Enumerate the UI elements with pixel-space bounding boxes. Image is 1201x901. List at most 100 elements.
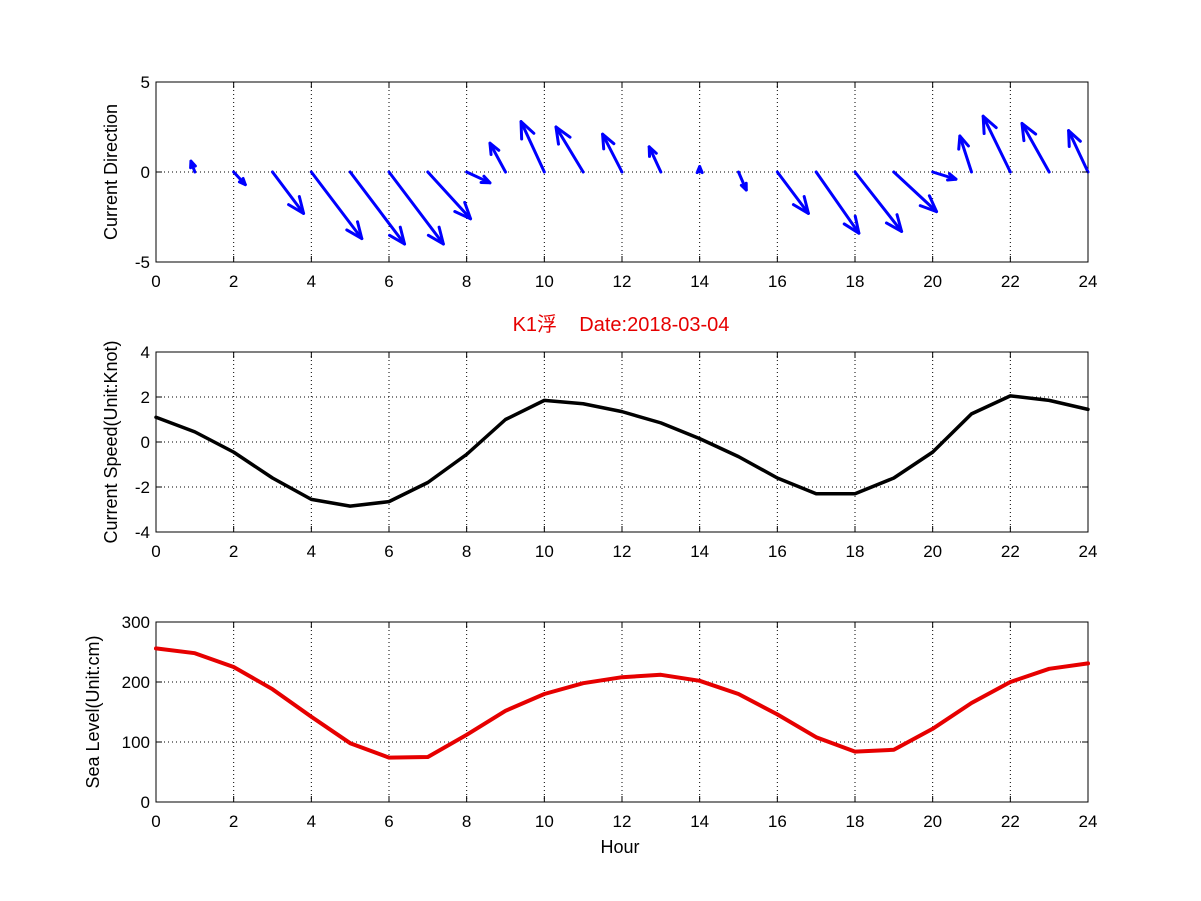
sea-level-x-tick-label: 8 [462,812,471,831]
speed-x-tick-label: 16 [768,542,787,561]
direction-arrow-head [791,195,810,215]
direction-arrow-shaft [554,125,585,174]
direction-x-tick-label: 18 [846,272,865,291]
sea-level-y-tick-label: 100 [122,733,150,752]
direction-arrow [647,145,663,174]
direction-arrow-shaft [958,134,973,174]
direction-x-tick-label: 4 [307,272,316,291]
speed-x-tick-label: 4 [307,542,316,561]
sea-level-x-ticks: 0 2 4 6 8 10 12 14 16 18 20 22 24 [151,622,1097,831]
direction-arrow-shaft [981,114,1012,174]
speed-y-axis-label: Current Speed(Unit:Knot) [101,340,121,543]
sea-level-x-tick-label: 10 [535,812,554,831]
sea-level-y-tick-label: 200 [122,673,150,692]
direction-arrow-head [601,132,616,151]
direction-arrow-shaft [387,170,445,246]
direction-arrow-head [647,145,658,158]
direction-arrow-head [739,181,748,192]
direction-arrow-head [695,165,704,175]
speed-y-tick-label: -2 [135,478,150,497]
direction-arrow [695,165,704,175]
speed-x-tick-label: 14 [690,542,709,561]
sea-level-x-tick-label: 18 [846,812,865,831]
direction-arrow-head [884,213,904,233]
direction-y-tick-label: 0 [141,163,150,182]
direction-arrow-head [237,176,247,187]
direction-x-tick-label: 6 [384,272,393,291]
direction-arrow [853,170,904,233]
direction-arrow-shaft [775,170,810,215]
direction-arrow-shaft [647,145,663,174]
direction-arrow [519,120,546,174]
speed-line [154,394,1090,508]
speed-grid [156,352,1088,532]
direction-arrow-head [946,172,958,182]
direction-arrow [465,170,492,185]
direction-x-tick-label: 0 [151,272,160,291]
sea-level-plot-area [155,621,1089,803]
direction-arrow-head [426,225,445,246]
direction-x-tick-label: 8 [462,272,471,291]
sea-level-x-tick-label: 14 [690,812,709,831]
sea-level-x-tick-label: 0 [151,812,160,831]
direction-arrow [981,114,1012,174]
speed-y-tick-label: 2 [141,388,150,407]
direction-arrow [309,170,364,241]
direction-arrow [775,170,810,215]
sea-level-grid [156,622,1088,802]
speed-x-tick-label: 24 [1079,542,1098,561]
direction-arrow-shaft [601,132,624,174]
direction-arrow [348,170,407,246]
sea-level-x-tick-label: 6 [384,812,393,831]
direction-x-tick-label: 12 [613,272,632,291]
sea-level-x-tick-label: 16 [768,812,787,831]
direction-arrow-head [287,195,306,215]
sea-level-y-axis-label: Sea Level(Unit:cm) [83,635,103,788]
sea-level-x-tick-label: 2 [229,812,238,831]
sea-level-line [154,646,1090,760]
direction-arrow-head [453,200,473,221]
sea-level-y-tick-label: 0 [141,793,150,812]
direction-arrow-shaft [426,170,473,221]
direction-arrow-shaft [892,170,939,214]
sea-level-y-tick-label: 300 [122,613,150,632]
direction-y-tick-label: 5 [141,73,150,92]
direction-arrow-head [388,225,407,246]
direction-y-axis-label: Current Direction [101,104,121,240]
direction-arrow-head [189,159,197,170]
speed-y-tick-label: 0 [141,433,150,452]
direction-x-tick-label: 14 [690,272,709,291]
direction-arrow [426,170,473,221]
direction-arrow [814,170,861,235]
sea-level-x-tick-label: 20 [923,812,942,831]
speed-x-tick-label: 22 [1001,542,1020,561]
direction-arrow-head [981,114,998,136]
direction-arrow-shaft [853,170,904,233]
sea-level-x-tick-label: 4 [307,812,316,831]
direction-arrow [387,170,445,246]
direction-arrow-head [918,194,939,214]
direction-arrow-shaft [465,170,492,185]
direction-arrow [892,170,939,214]
speed-y-ticks: -4 -2 0 2 4 [135,343,1088,542]
direction-arrow [488,141,507,174]
speed-x-tick-label: 10 [535,542,554,561]
speed-y-tick-label: 4 [141,343,150,362]
direction-arrow [1020,121,1051,174]
direction-arrow [232,170,247,187]
chart-title: K1浮 Date:2018-03-04 [513,313,730,336]
sea-level-x-tick-label: 22 [1001,812,1020,831]
direction-arrow-shaft [348,170,407,246]
direction-arrow-shaft [309,170,364,241]
speed-series [154,394,1090,508]
direction-chart: 0 2 4 6 8 10 12 14 16 18 20 22 24 -505 Current Direc… [101,73,1097,291]
direction-x-tick-label: 22 [1001,272,1020,291]
direction-arrow-head [554,125,572,146]
direction-arrow-head [1020,121,1038,143]
direction-arrow-head [1067,129,1082,148]
speed-x-tick-label: 12 [613,542,632,561]
sea-level-series [154,646,1090,760]
direction-arrows [189,114,1090,246]
